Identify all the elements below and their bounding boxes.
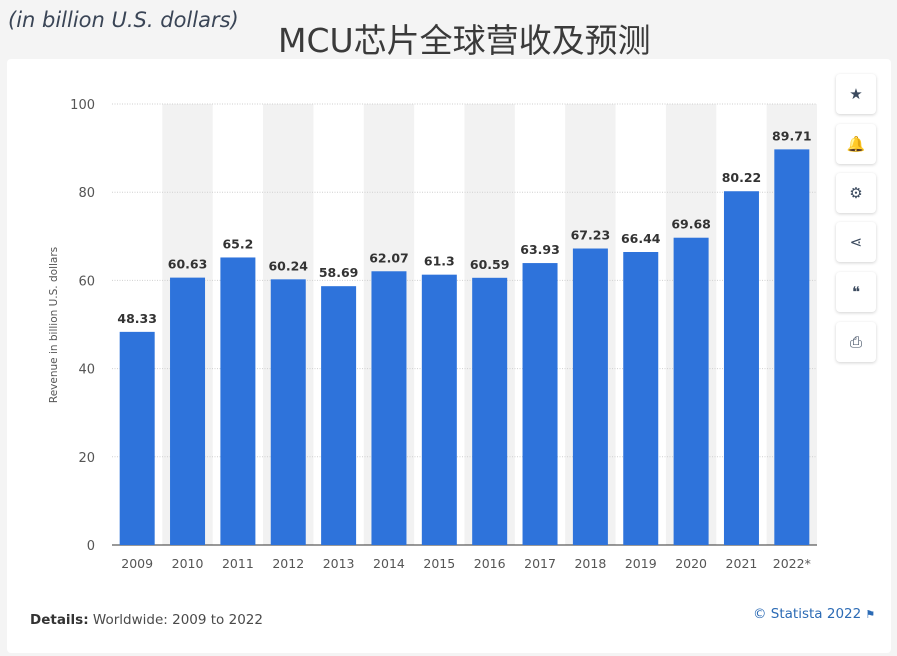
bell-icon: 🔔 [846,135,866,153]
value-labels: 48.33 60.63 65.2 60.24 58.69 62.07 61.3 60.59 63… [117,128,811,325]
x-tick-label: 2017 [524,556,556,571]
details-value: Worldwide: 2009 to 2022 [88,612,263,628]
bar[interactable] [572,248,608,546]
data-label: 65.2 [222,236,253,251]
x-tick-labels: 2009 2010 2011 2012 2013 2014 2015 2016 2017 2018… [121,556,811,571]
chart-subtitle: (in billion U.S. dollars) [8,8,239,32]
bar[interactable] [119,331,155,545]
data-label: 58.69 [319,265,359,280]
x-tick-label: 2012 [272,556,304,571]
bar[interactable] [673,237,709,546]
star-icon: ★ [849,85,863,103]
x-tick-label: 2020 [675,556,707,571]
data-label: 62.07 [369,250,409,265]
x-tick-label: 2010 [172,556,204,571]
y-tick-label: 40 [78,363,95,378]
notification-button[interactable]: 🔔 [836,124,876,164]
credit-text: © Statista 2022 [753,606,862,622]
x-tick-label: 2019 [625,556,657,571]
page-title: MCU芯片全球营收及预测 [278,21,651,60]
details-label: Details: [30,612,89,628]
data-label: 48.33 [117,311,157,326]
bar[interactable] [321,286,357,545]
y-tick-label: 80 [78,186,95,201]
cite-button[interactable]: ❝ [836,272,876,312]
data-label: 60.24 [268,258,308,273]
share-icon: ⋖ [849,233,863,251]
data-label: 66.44 [621,231,661,246]
bar[interactable] [220,257,256,545]
y-axis-label: Revenue in billion U.S. dollars [48,247,60,403]
bar[interactable] [270,279,306,545]
favorite-button[interactable]: ★ [836,74,876,114]
bars [119,149,810,546]
bar[interactable] [723,191,759,545]
bar[interactable] [371,271,407,545]
share-button[interactable]: ⋖ [836,222,876,262]
print-button[interactable]: ⎙ [836,322,876,362]
x-tick-label: 2016 [474,556,506,571]
bar[interactable] [623,251,659,545]
data-label: 60.59 [470,257,510,272]
x-tick-label: 2011 [222,556,254,571]
flag-icon: ⚑ [865,608,876,621]
data-label: 80.22 [722,170,762,185]
printer-icon: ⎙ [849,333,862,351]
x-tick-label: 2022* [773,556,811,571]
gear-icon: ⚙ [849,184,863,202]
data-label: 63.93 [520,242,560,257]
data-label: 60.63 [168,257,208,272]
bar[interactable] [170,277,206,545]
y-tick-label: 0 [87,539,95,554]
data-label: 89.71 [772,128,812,143]
y-tick-labels: 0 20 40 60 80 100 [70,98,95,554]
data-label: 61.3 [424,254,455,269]
bar[interactable] [421,274,457,545]
y-tick-label: 20 [78,451,95,466]
x-tick-label: 2018 [574,556,606,571]
x-tick-label: 2021 [726,556,758,571]
data-label: 67.23 [571,228,611,243]
statista-credit-link[interactable]: © Statista 2022 ⚑ [753,606,875,622]
bar[interactable] [774,149,810,545]
bar[interactable] [522,263,558,545]
bar[interactable] [472,277,508,545]
quote-icon: ❝ [851,283,861,301]
x-tick-label: 2014 [373,556,405,571]
y-tick-label: 60 [78,274,95,289]
data-label: 69.68 [671,217,711,232]
details-text: Details: Worldwide: 2009 to 2022 [30,612,263,628]
x-tick-label: 2015 [423,556,455,571]
x-tick-label: 2013 [323,556,355,571]
settings-button[interactable]: ⚙ [836,173,876,213]
x-tick-label: 2009 [121,556,153,571]
y-tick-label: 100 [70,98,95,113]
